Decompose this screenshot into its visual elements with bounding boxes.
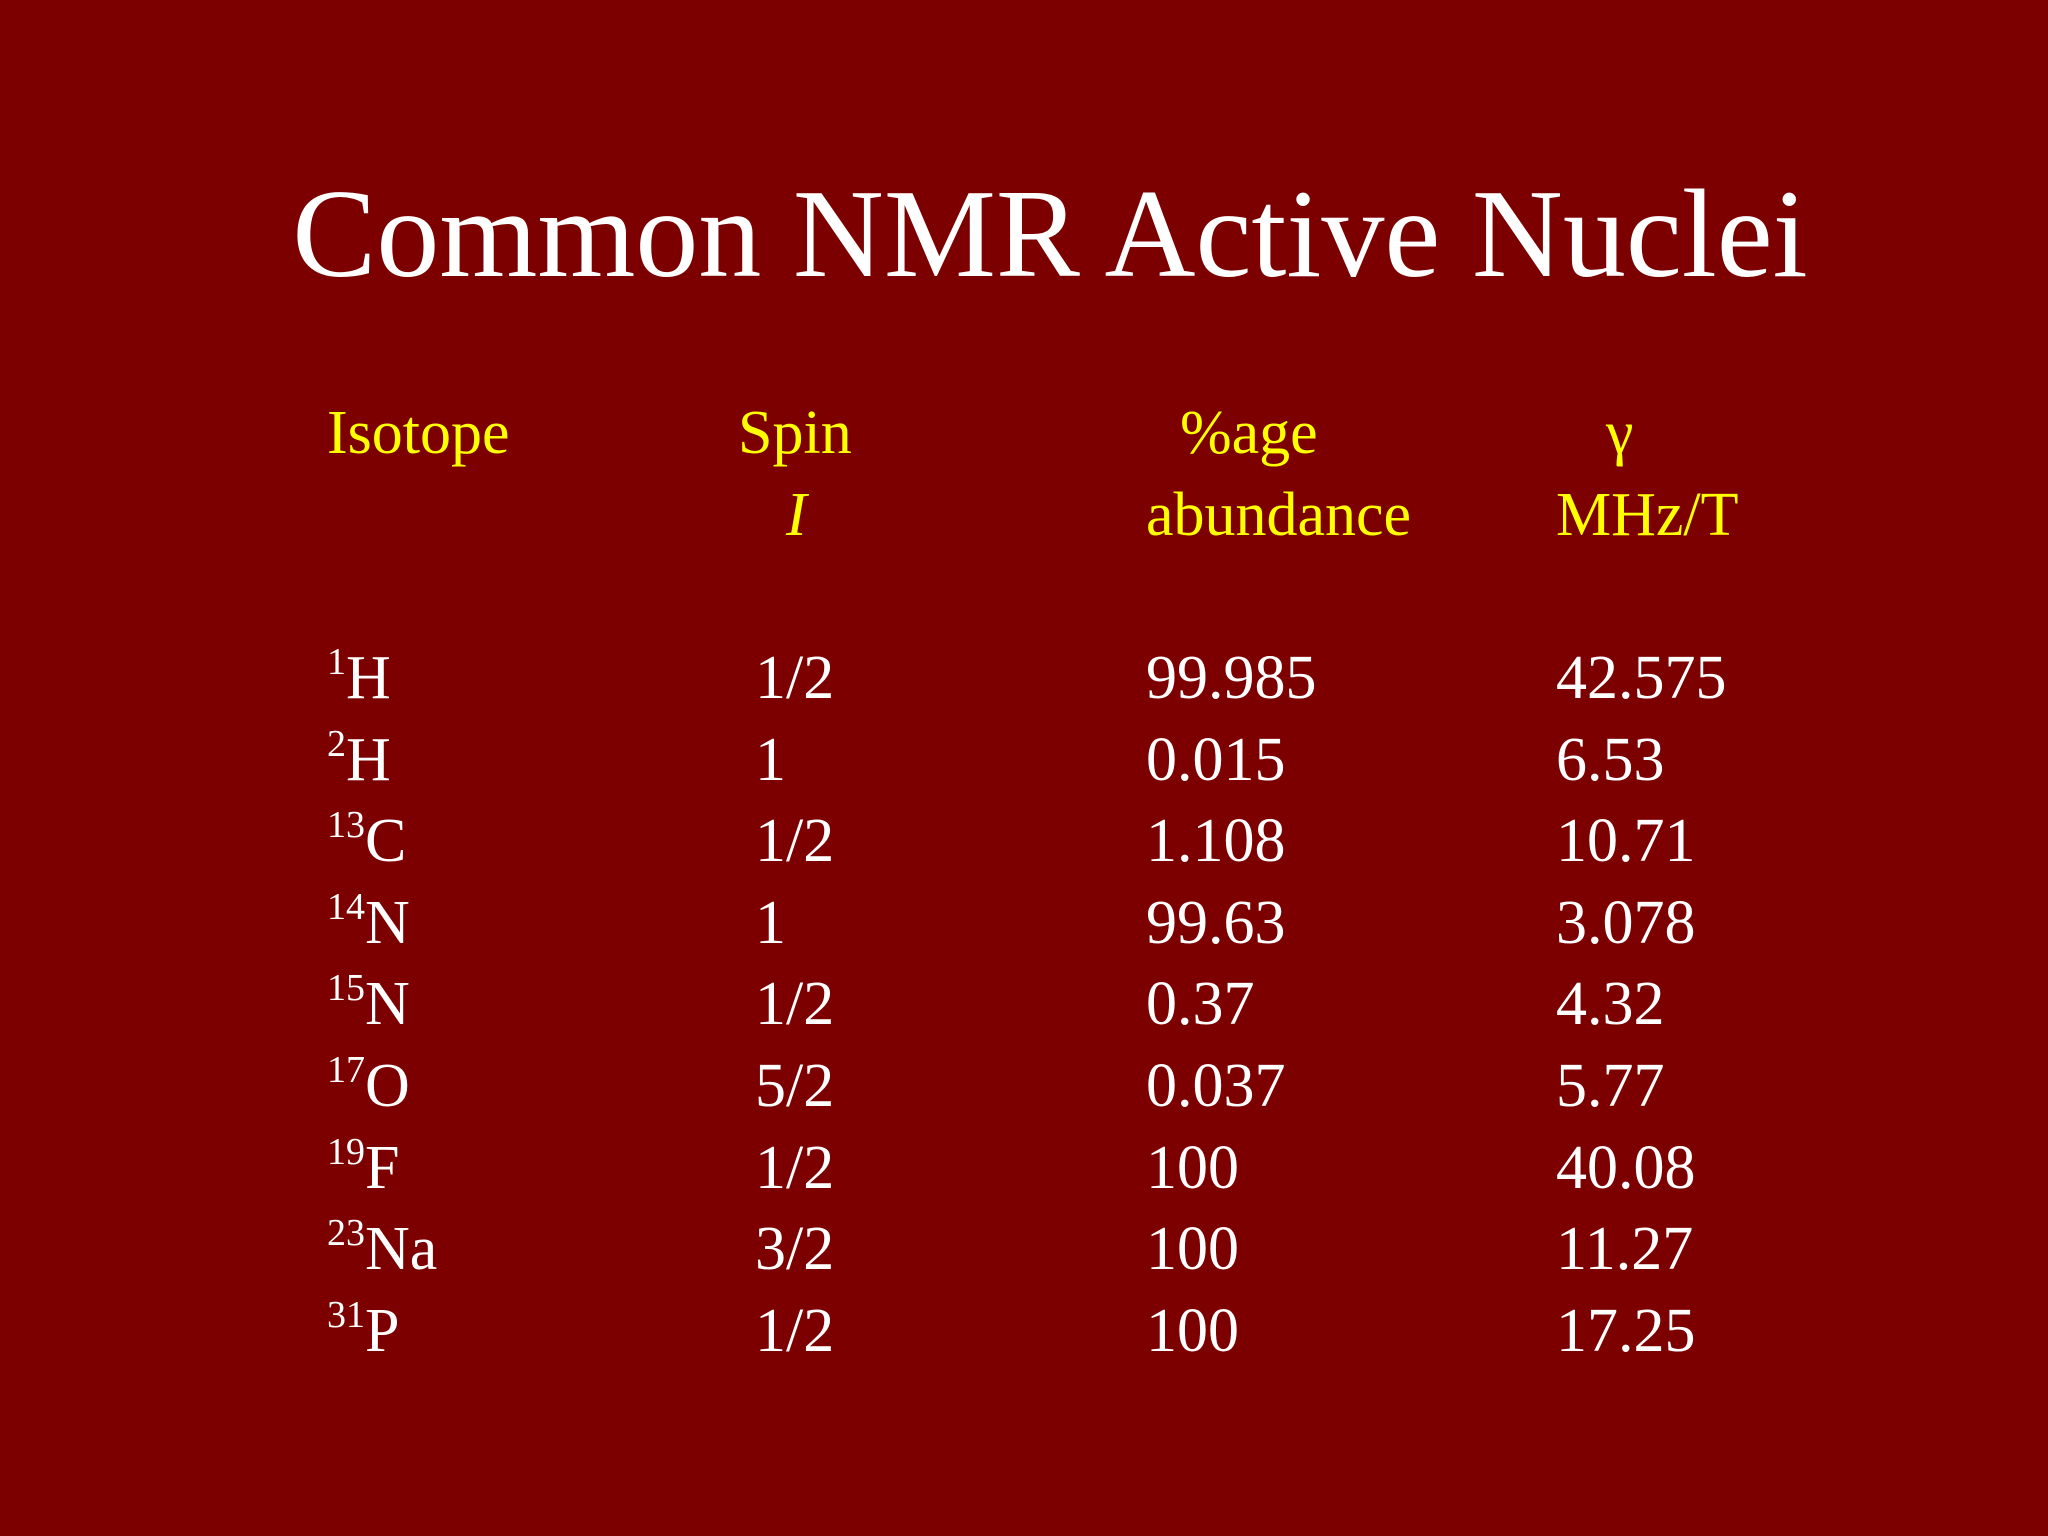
isotope-cell: 13C [327, 806, 406, 876]
isotope-cell: 14N [327, 888, 410, 958]
isotope-mass-number: 15 [327, 967, 365, 1009]
header-gamma: γ [1606, 399, 1634, 467]
gamma-cell: 40.08 [1556, 1134, 1696, 1202]
slide-title: Common NMR Active Nuclei [292, 165, 1808, 304]
isotope-cell: 19F [327, 1133, 399, 1203]
gamma-cell: 5.77 [1556, 1052, 1665, 1120]
spin-cell: 1/2 [755, 807, 835, 875]
isotope-cell: 1H [327, 643, 391, 713]
isotope-symbol: F [365, 1134, 400, 1202]
isotope-cell: 31P [327, 1296, 399, 1366]
abundance-cell: 100 [1146, 1134, 1239, 1202]
header-gamma-unit: MHz/T [1556, 481, 1739, 549]
isotope-mass-number: 19 [327, 1131, 365, 1173]
isotope-symbol: N [365, 889, 410, 957]
abundance-cell: 100 [1146, 1215, 1239, 1283]
gamma-cell: 4.32 [1556, 970, 1665, 1038]
isotope-mass-number: 31 [327, 1294, 365, 1336]
isotope-mass-number: 17 [327, 1049, 365, 1091]
abundance-cell: 0.037 [1146, 1052, 1286, 1120]
isotope-cell: 2H [327, 725, 391, 795]
abundance-cell: 100 [1146, 1297, 1239, 1365]
isotope-mass-number: 23 [327, 1212, 365, 1254]
spin-cell: 1/2 [755, 970, 835, 1038]
header-spin-symbol: I [786, 481, 807, 549]
abundance-cell: 0.015 [1146, 726, 1286, 794]
spin-cell: 5/2 [755, 1052, 835, 1120]
header-isotope: Isotope [327, 399, 510, 467]
header-abundance: %age [1180, 399, 1318, 467]
isotope-symbol: N [365, 970, 410, 1038]
spin-cell: 3/2 [755, 1215, 835, 1283]
abundance-cell: 1.108 [1146, 807, 1286, 875]
gamma-cell: 17.25 [1556, 1297, 1696, 1365]
isotope-symbol: H [346, 726, 391, 794]
header-abundance-sub: abundance [1146, 481, 1412, 549]
abundance-cell: 99.63 [1146, 889, 1286, 957]
gamma-cell: 6.53 [1556, 726, 1665, 794]
gamma-cell: 3.078 [1556, 889, 1696, 957]
isotope-symbol: P [365, 1297, 400, 1365]
spin-cell: 1/2 [755, 1297, 835, 1365]
header-spin: Spin [738, 399, 852, 467]
spin-cell: 1 [755, 726, 786, 794]
isotope-mass-number: 13 [327, 804, 365, 846]
abundance-cell: 99.985 [1146, 644, 1317, 712]
isotope-cell: 23Na [327, 1214, 437, 1284]
isotope-cell: 15N [327, 969, 410, 1039]
isotope-symbol: C [365, 807, 407, 875]
isotope-cell: 17O [327, 1051, 410, 1121]
isotope-symbol: Na [365, 1215, 438, 1283]
gamma-cell: 42.575 [1556, 644, 1727, 712]
spin-cell: 1/2 [755, 644, 835, 712]
spin-cell: 1/2 [755, 1134, 835, 1202]
gamma-cell: 11.27 [1556, 1215, 1694, 1283]
isotope-mass-number: 14 [327, 886, 365, 928]
isotope-symbol: O [365, 1052, 410, 1120]
isotope-mass-number: 2 [327, 723, 346, 765]
abundance-cell: 0.37 [1146, 970, 1255, 1038]
gamma-cell: 10.71 [1556, 807, 1696, 875]
isotope-mass-number: 1 [327, 641, 346, 683]
isotope-symbol: H [346, 644, 391, 712]
spin-cell: 1 [755, 889, 786, 957]
